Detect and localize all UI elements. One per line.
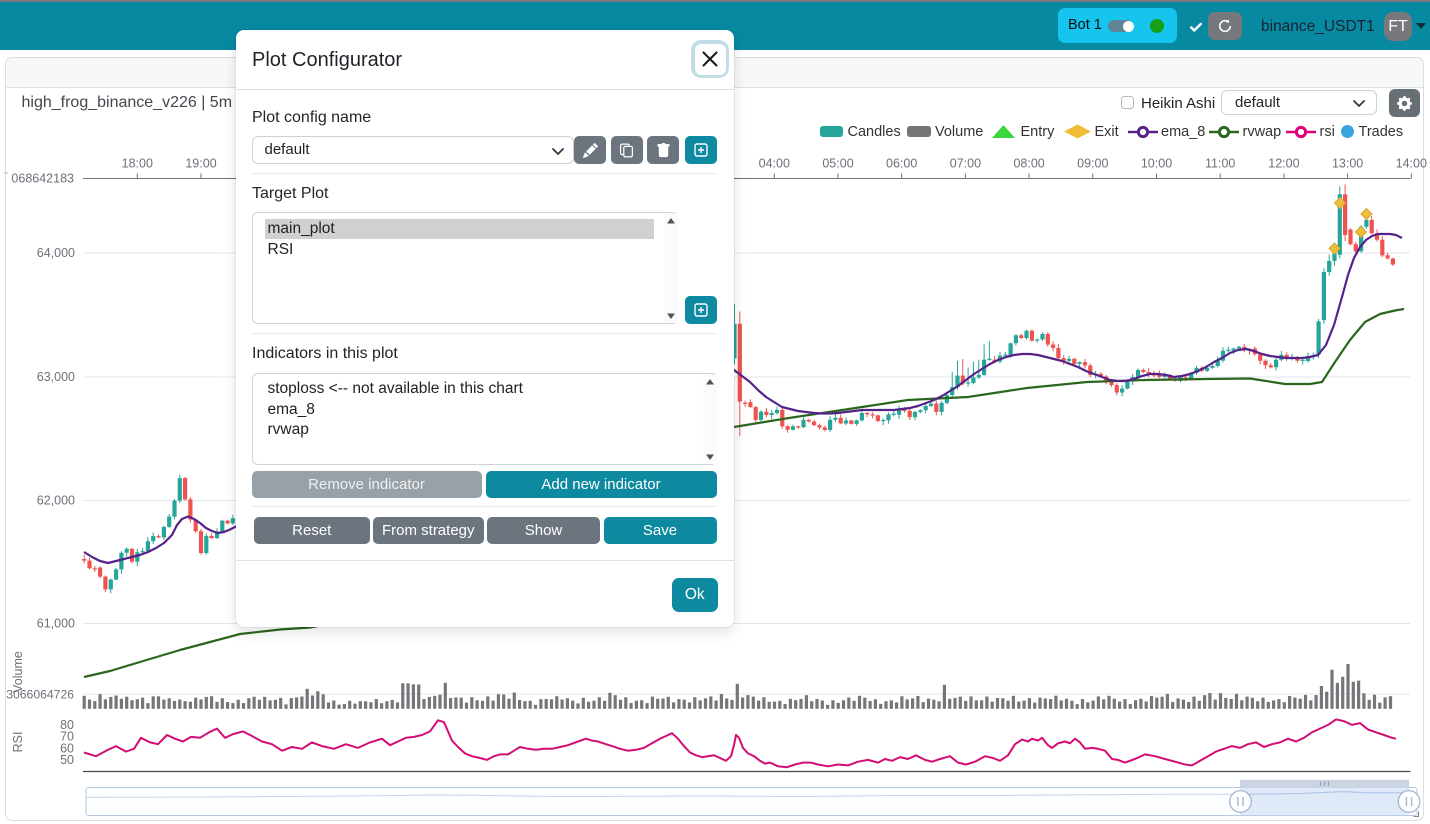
svg-text:09:00: 09:00 [1077, 157, 1108, 171]
svg-text:70: 70 [60, 729, 74, 743]
svg-text:Volume: Volume [11, 651, 25, 693]
svg-text:18:00: 18:00 [122, 157, 153, 171]
svg-text:11:00: 11:00 [1205, 157, 1235, 171]
svg-text:068642183: 068642183 [11, 172, 74, 186]
svg-text:RSI: RSI [11, 732, 25, 753]
svg-text:63,000: 63,000 [37, 370, 75, 384]
svg-text:13:00: 13:00 [1332, 157, 1363, 171]
svg-text:14:00: 14:00 [1396, 157, 1427, 171]
svg-text:06:00: 06:00 [886, 157, 917, 171]
svg-text:07:00: 07:00 [950, 157, 981, 171]
svg-text:60: 60 [60, 741, 74, 755]
svg-text:05:00: 05:00 [822, 157, 853, 171]
svg-text:19:00: 19:00 [185, 157, 216, 171]
svg-text:50: 50 [60, 753, 74, 767]
svg-text:08:00: 08:00 [1013, 157, 1044, 171]
svg-text:61,000: 61,000 [37, 617, 75, 631]
svg-text:62,000: 62,000 [37, 494, 75, 508]
svg-text:12:00: 12:00 [1268, 157, 1299, 171]
svg-text:64,000: 64,000 [37, 246, 75, 260]
svg-text:10:00: 10:00 [1141, 157, 1172, 171]
svg-text:3066064726: 3066064726 [6, 688, 74, 702]
svg-text:80: 80 [60, 718, 74, 732]
svg-text:04:00: 04:00 [759, 157, 790, 171]
